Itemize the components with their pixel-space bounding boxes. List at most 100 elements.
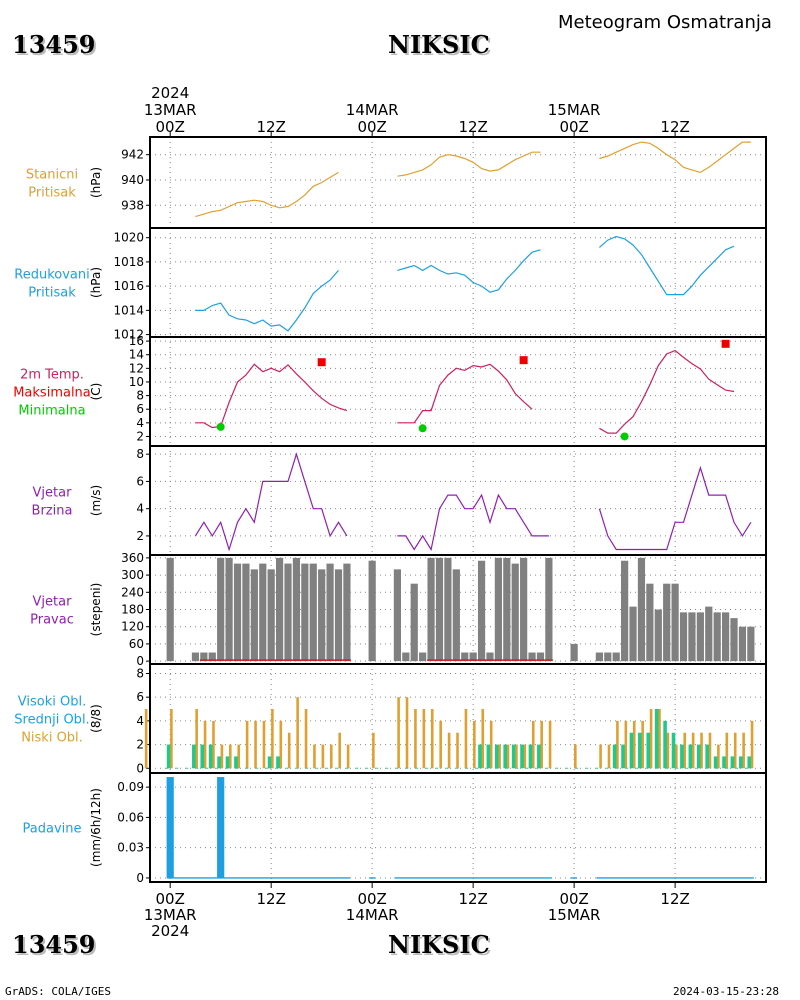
series-line xyxy=(599,349,735,434)
cloud-bar xyxy=(481,709,485,769)
y-tick-label: 1016 xyxy=(113,279,144,293)
panel-label: Minimalna xyxy=(18,404,85,419)
time-label-top: 12Z xyxy=(660,118,689,136)
cloud-bar xyxy=(279,720,283,769)
y-axis-label: (hPa) xyxy=(89,267,103,298)
direction-bar xyxy=(503,557,511,662)
direction-bar xyxy=(318,569,326,662)
cloud-bar xyxy=(208,744,213,769)
series-line xyxy=(397,363,533,424)
y-tick-label: 0.03 xyxy=(117,841,144,855)
panel-frame xyxy=(149,227,767,338)
direction-bar xyxy=(275,557,284,662)
cloud-bar xyxy=(607,744,611,769)
direction-bar xyxy=(292,557,301,662)
direction-bar xyxy=(536,652,545,662)
direction-bar xyxy=(200,652,208,662)
cloud-bar xyxy=(237,744,241,769)
y-tick-label: 180 xyxy=(121,603,144,617)
direction-bar xyxy=(301,563,309,662)
direction-bar xyxy=(334,569,343,662)
panel-frame xyxy=(149,445,767,556)
wind-speed-panel: 2 4 6 8 (m/s) Vjetar Brzina xyxy=(32,445,767,556)
time-label-bottom: 2024 xyxy=(151,922,189,940)
panel-label: Stanicni xyxy=(26,168,78,183)
series-line xyxy=(195,270,339,332)
y-axis-label: (mm/6h/12h) xyxy=(89,788,103,867)
cloud-bar xyxy=(663,720,667,769)
clouds-panel: 0 2 4 6 8 (8/8)Visoki Obl. Srednji Obl. Niski O… xyxy=(14,663,767,775)
cloud-bar xyxy=(730,756,735,769)
cloud-bar xyxy=(372,732,375,769)
direction-bar xyxy=(604,652,612,662)
cloud-bar xyxy=(430,709,434,769)
direction-bar xyxy=(435,557,444,662)
precip-bar xyxy=(166,777,174,878)
cloud-bar xyxy=(304,709,308,769)
panel-label: Brzina xyxy=(32,504,73,519)
station-id-bottom: 13459 xyxy=(12,930,96,959)
direction-bar xyxy=(679,612,688,662)
cloud-bar xyxy=(254,720,257,769)
cloud-bar xyxy=(506,744,510,769)
pressure-station-panel: 938 940 942 (hPa) Stanicni Pritisak xyxy=(26,136,767,229)
direction-bar xyxy=(208,652,216,662)
cloud-bar xyxy=(486,744,491,769)
panel-label: Pritisak xyxy=(28,186,76,201)
station-name-bottom: NIKSIC xyxy=(388,930,490,959)
cloud-bar xyxy=(200,744,205,769)
time-label-top: 2024 xyxy=(151,84,189,102)
series-line xyxy=(397,151,541,177)
cloud-bar xyxy=(540,720,543,769)
cloud-bar xyxy=(599,744,602,769)
direction-bar xyxy=(654,609,662,662)
timestamp-text: 2024-03-15-23:28 xyxy=(673,985,779,998)
y-tick-label: 4 xyxy=(136,714,144,728)
max-temp-marker xyxy=(317,358,326,367)
y-tick-label: 8 xyxy=(136,666,144,680)
cloud-bar xyxy=(621,744,625,769)
cloud-bar xyxy=(722,756,726,769)
direction-bar xyxy=(688,612,696,662)
cloud-bar xyxy=(680,744,684,769)
direction-bar xyxy=(520,557,528,662)
y-tick-label: 2 xyxy=(136,429,144,443)
panel-label: Maksimalna xyxy=(13,386,91,401)
direction-bar xyxy=(469,652,477,662)
time-label-bottom: 12Z xyxy=(458,890,487,908)
y-tick-label: 10 xyxy=(129,375,144,389)
direction-bar xyxy=(730,618,738,662)
cloud-bar xyxy=(338,732,342,769)
direction-bar xyxy=(663,583,671,662)
time-label-top: 00Z xyxy=(357,118,386,136)
cloud-bar xyxy=(515,744,518,769)
cloud-bar xyxy=(520,744,524,769)
y-tick-label: 16 xyxy=(129,334,144,348)
cloud-bar xyxy=(696,744,701,769)
time-label-bottom: 14MAR xyxy=(346,906,399,924)
cloud-bar xyxy=(405,697,409,769)
panel-label: Pritisak xyxy=(28,286,76,301)
direction-bar xyxy=(427,557,435,662)
cloud-bar xyxy=(346,744,350,769)
panel-label: Vjetar xyxy=(33,486,73,501)
cloud-bar xyxy=(267,756,272,769)
series-line xyxy=(195,363,348,429)
direction-bar xyxy=(393,569,402,662)
cloud-bar xyxy=(313,744,316,769)
cloud-bar xyxy=(439,720,442,769)
panel-label: Srednji Obl. xyxy=(14,713,89,728)
cloud-bar xyxy=(739,756,743,769)
direction-bar xyxy=(343,563,351,662)
credit-text: GrADS: COLA/IGES xyxy=(5,985,111,998)
cloud-bar xyxy=(195,709,198,769)
cloud-bar xyxy=(638,732,642,769)
y-axis-label: (hPa) xyxy=(89,167,103,198)
cloud-bar xyxy=(212,720,215,769)
cloud-bar xyxy=(537,744,541,769)
direction-bar xyxy=(612,652,620,662)
y-axis-label: (8/8) xyxy=(89,704,103,733)
time-label-top: 14MAR xyxy=(346,101,399,119)
direction-bar xyxy=(461,652,469,662)
